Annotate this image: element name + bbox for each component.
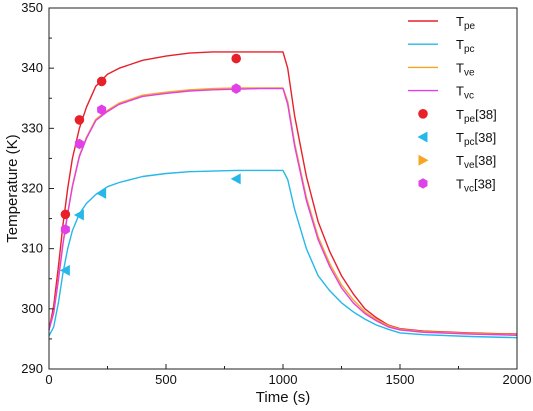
legend-label-subscript: pe (464, 114, 476, 125)
legend-label-subscript: pe (464, 21, 476, 32)
x-tick-label: 1500 (386, 372, 415, 387)
axis-ticks: 0 500 1000 1500 2000 290 300 310 320 330 340 350 (21, 0, 531, 387)
legend-label-ref: [38] (474, 176, 496, 191)
series-line-T-vc (48, 87, 518, 336)
data-point-T-pe-ref (60, 209, 71, 220)
legend-label-main: T (456, 14, 464, 29)
x-tick-label: 500 (155, 372, 177, 387)
series-line-T-ve (48, 87, 518, 336)
y-tick-label: 290 (21, 361, 43, 376)
legend-label: Tpe (456, 14, 476, 32)
plot-lines (48, 51, 518, 339)
y-tick-label: 310 (21, 241, 43, 256)
x-tick-label: 0 (45, 372, 52, 387)
data-point-T-vc-ref (60, 224, 70, 235)
legend-label-main: T (456, 153, 464, 168)
legend-label: Tve (456, 60, 475, 78)
legend-label-subscript: ve (464, 67, 475, 78)
legend-label: Tpc[38] (456, 130, 496, 148)
legend-swatch (418, 109, 428, 119)
data-point-T-pe-ref (96, 76, 107, 87)
legend-swatch (418, 178, 428, 189)
data-point-T-pe-ref (74, 115, 85, 125)
y-tick-label: 330 (21, 120, 43, 135)
legend-label-main: T (456, 84, 464, 99)
legend-label-main: T (456, 176, 464, 191)
data-point-T-pe-ref (231, 53, 241, 64)
legend-label: Tpc (456, 37, 475, 55)
data-point-T-pc-ref (73, 209, 84, 221)
legend-label-main: T (456, 107, 464, 122)
legend-label: Tpe[38] (456, 107, 497, 125)
legend-label-ref: [38] (475, 107, 497, 122)
legend-label-subscript: ve (464, 160, 475, 171)
legend-swatch (418, 154, 429, 166)
legend-label-ref: [38] (475, 153, 497, 168)
x-tick-label: 2000 (503, 372, 532, 387)
series-line-T-pc (48, 169, 518, 339)
legend-label: Tvc (456, 84, 474, 102)
legend-label-subscript: vc (464, 91, 474, 102)
data-point-T-pc-ref (96, 187, 107, 199)
data-point-T-vc-ref (231, 83, 241, 94)
y-tick-label: 300 (21, 301, 43, 316)
data-point-T-pc-ref (59, 264, 70, 276)
legend-label: Tvc[38] (456, 176, 496, 194)
legend-label-subscript: pc (464, 44, 475, 55)
y-tick-label: 350 (21, 0, 43, 15)
y-tick-label: 340 (21, 60, 43, 75)
legend-label-subscript: pc (464, 137, 475, 148)
legend-swatch (417, 131, 428, 143)
data-point-T-vc-ref (74, 138, 84, 150)
series-line-T-pe (48, 51, 518, 335)
legend-label-ref: [38] (475, 130, 497, 145)
legend-label-main: T (456, 60, 464, 75)
plot-markers (59, 53, 241, 276)
y-axis-title: Temperature (K) (4, 134, 21, 242)
plot-frame (48, 7, 518, 370)
y-tick-label: 320 (21, 181, 43, 196)
data-point-T-pc-ref (230, 173, 241, 185)
legend-label-main: T (456, 130, 464, 145)
legend-label: Tve[38] (456, 153, 496, 171)
legend-label-subscript: vc (464, 183, 474, 194)
x-tick-label: 1000 (269, 372, 298, 387)
legend-label-main: T (456, 37, 464, 52)
data-point-T-vc-ref (97, 104, 107, 115)
x-axis-title: Time (s) (256, 389, 310, 406)
